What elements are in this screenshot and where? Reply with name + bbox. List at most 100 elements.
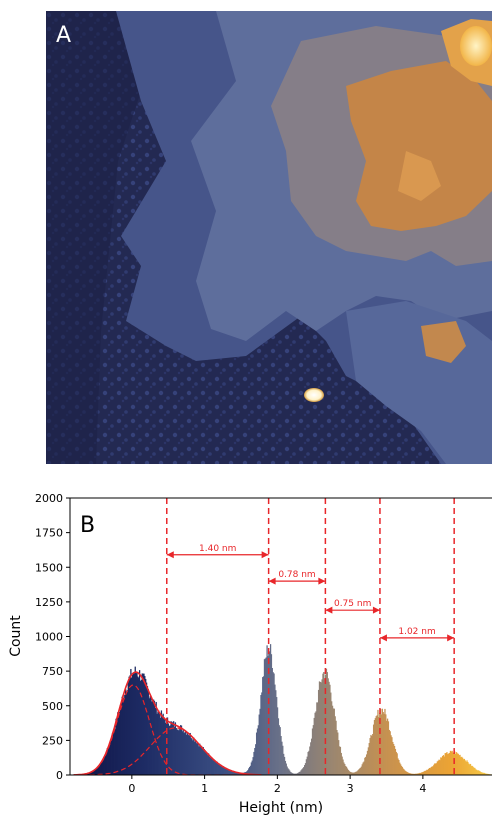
histogram-bar: [477, 770, 480, 775]
histogram-bar: [385, 714, 387, 775]
histogram-bar: [217, 763, 219, 775]
histogram-bar: [462, 759, 465, 775]
histogram-bar: [143, 673, 145, 775]
histogram-bar: [186, 733, 189, 775]
histogram-bar: [174, 722, 177, 775]
histogram-bar: [424, 770, 426, 775]
histogram-bar: [450, 751, 452, 775]
afm-image: A: [46, 11, 492, 464]
histogram-bar: [281, 741, 283, 775]
y-tick-label: 2000: [35, 492, 63, 505]
histogram-bar: [248, 767, 251, 775]
histogram-bar: [124, 694, 126, 775]
histogram-bar: [252, 757, 254, 775]
histogram-bar: [482, 772, 484, 775]
histogram-bar: [345, 765, 347, 775]
histogram-bar: [161, 716, 163, 775]
histogram-bar: [370, 734, 372, 775]
histogram-bar: [404, 770, 406, 775]
histogram-bar: [395, 751, 397, 775]
histogram-bar: [338, 746, 341, 775]
histogram-bar: [394, 748, 397, 775]
histogram-bar: [115, 718, 117, 775]
histogram-bar: [138, 677, 140, 775]
histogram-bar: [192, 740, 194, 775]
histogram-bar: [458, 755, 460, 775]
histogram-bar: [145, 682, 148, 775]
histogram-bar: [166, 717, 169, 775]
histogram-bar: [164, 719, 166, 775]
histogram-bar: [156, 713, 158, 775]
histogram-bar: [205, 752, 207, 775]
histogram-bar: [90, 772, 93, 775]
histogram-bar: [418, 773, 420, 775]
histogram-bar: [336, 730, 338, 775]
histogram-bar: [323, 672, 325, 775]
histogram-bar: [229, 770, 232, 775]
histogram-bar: [129, 675, 131, 775]
histogram-bar: [401, 767, 404, 775]
histogram-bar: [153, 700, 156, 775]
arrow-head-right: [447, 634, 455, 642]
y-tick-label: 250: [42, 734, 63, 747]
histogram-panel: 1.40 nm 0.78 nm 0.75 nm 1.02 nm 0 250 500 750 10…: [0, 484, 492, 818]
histogram-bar: [300, 770, 302, 775]
histogram-bar: [99, 764, 101, 775]
histogram-bar: [310, 738, 313, 775]
histogram-bar: [246, 771, 248, 775]
histogram-bar: [478, 770, 480, 775]
histogram-bar: [283, 753, 285, 775]
histogram-bar: [111, 732, 114, 775]
histogram-bar: [307, 751, 309, 775]
histogram-bar: [463, 758, 466, 775]
histogram-bar: [230, 770, 232, 775]
histogram-bar: [136, 673, 138, 775]
flake-patch: [398, 151, 441, 201]
histogram-bar: [322, 673, 324, 775]
histogram-bar: [210, 758, 212, 775]
histogram-bar: [234, 771, 236, 775]
histogram-bar: [364, 757, 366, 775]
histogram-bar: [165, 722, 167, 775]
histogram-bar: [415, 773, 418, 775]
histogram-bar: [282, 745, 284, 775]
histogram-bar: [249, 765, 252, 775]
histogram-bar: [408, 773, 411, 775]
histogram-bar: [290, 772, 293, 775]
histogram-bar: [275, 690, 277, 775]
histogram-bar: [116, 721, 118, 775]
histogram-bar: [397, 758, 399, 775]
histogram-bar: [390, 735, 392, 775]
histogram-bar: [476, 770, 479, 775]
histogram-bar: [372, 724, 375, 775]
histogram-bar: [97, 765, 100, 775]
histogram-bar: [324, 678, 326, 775]
histogram-bar: [349, 771, 351, 775]
histogram-bar: [405, 771, 407, 775]
histogram-bar: [363, 761, 365, 775]
histogram-bar: [94, 769, 96, 775]
histogram-bar: [479, 771, 481, 775]
histogram-bar: [222, 766, 225, 775]
x-tick-label: 3: [347, 782, 354, 795]
histogram-bar: [190, 737, 192, 775]
histogram-bar: [342, 759, 344, 775]
histogram-bar: [170, 721, 172, 775]
histogram-bar: [262, 677, 264, 775]
panel-a-label: A: [56, 23, 71, 48]
histogram-bar: [260, 695, 262, 775]
histogram-bar: [435, 763, 438, 775]
histogram-bar: [444, 753, 446, 775]
histogram-bar: [211, 758, 213, 775]
histogram-bar: [346, 768, 349, 775]
histogram-bar: [354, 772, 356, 775]
histogram-bar: [315, 711, 317, 775]
histogram-bar: [226, 768, 228, 775]
arrow-head-right: [261, 551, 269, 559]
histogram-bar: [460, 757, 462, 775]
x-tick-label: 4: [419, 782, 426, 795]
histogram-bar: [162, 713, 164, 775]
histogram-bar: [467, 761, 469, 775]
histogram-bar: [378, 717, 380, 775]
